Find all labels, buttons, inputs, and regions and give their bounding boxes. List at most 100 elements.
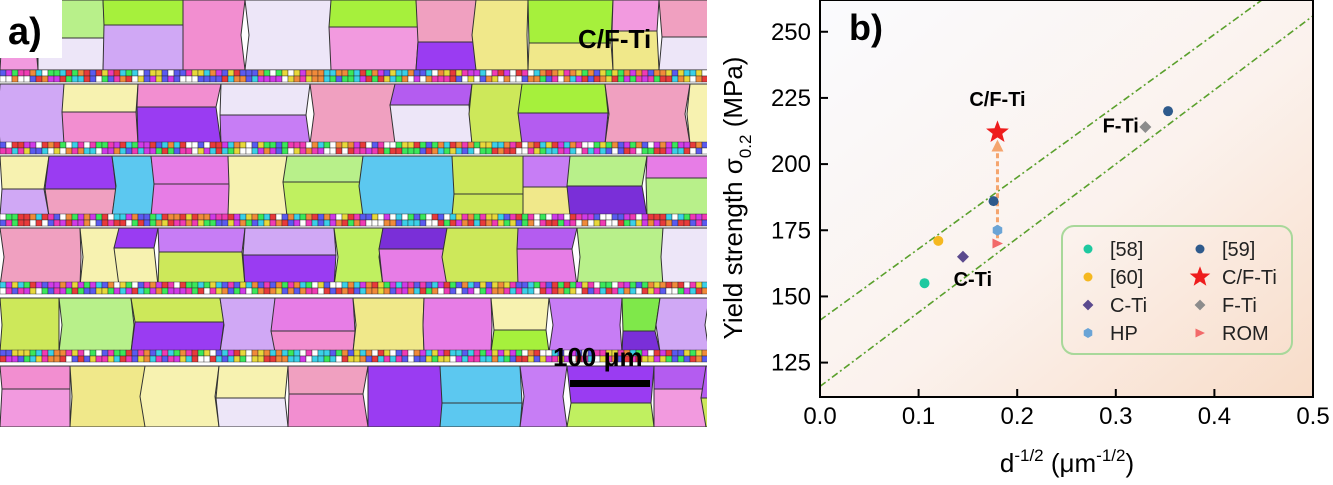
fine-grain — [635, 287, 643, 295]
fine-grain — [131, 147, 139, 155]
fine-grain — [137, 219, 145, 227]
fine-grain — [329, 355, 337, 363]
fine-grain — [41, 349, 49, 357]
fine-grain — [161, 219, 169, 227]
fine-grain — [125, 349, 133, 357]
fine-grain — [581, 213, 589, 221]
fine-grain — [113, 141, 121, 149]
fine-grain — [305, 213, 313, 221]
fine-grain — [659, 147, 667, 155]
fine-grain — [203, 213, 211, 221]
fine-grain — [569, 281, 577, 289]
fine-grain — [683, 287, 691, 295]
fine-grain — [371, 355, 379, 363]
fine-grain — [683, 141, 691, 149]
fine-grain — [443, 355, 451, 363]
fine-grain — [419, 141, 427, 149]
fine-grain — [449, 147, 457, 155]
fine-grain — [239, 75, 247, 83]
fine-grain — [569, 147, 577, 155]
fine-grain — [257, 349, 265, 357]
fine-grain — [305, 349, 313, 357]
fine-grain — [659, 287, 667, 295]
fine-grain — [353, 213, 361, 221]
fine-grain — [83, 141, 91, 149]
fine-grain — [305, 355, 313, 363]
fine-grain — [437, 213, 445, 221]
grain — [604, 83, 691, 145]
fine-grain — [461, 75, 469, 83]
fine-grain — [593, 147, 601, 155]
fine-grain — [503, 147, 511, 155]
fine-grain — [461, 287, 469, 295]
fine-grain — [377, 69, 385, 77]
fine-grain — [455, 147, 463, 155]
fine-grain — [101, 147, 109, 155]
fine-grain — [587, 69, 595, 77]
fine-grain — [557, 75, 565, 83]
fine-grain — [581, 75, 589, 83]
fine-grain — [125, 281, 133, 289]
fine-grain — [167, 349, 175, 357]
fine-grain — [665, 349, 673, 357]
fine-grain — [431, 287, 439, 295]
fine-grain — [551, 213, 559, 221]
fine-grain — [557, 219, 565, 227]
fine-grain — [683, 75, 691, 83]
fine-grain — [143, 147, 151, 155]
fine-grain — [311, 75, 319, 83]
fine-grain — [473, 219, 481, 227]
fine-grain — [59, 213, 67, 221]
fine-grain — [311, 287, 319, 295]
fine-grain — [107, 281, 115, 289]
fine-grain — [203, 219, 211, 227]
fine-grain — [107, 349, 115, 357]
plot-frame — [819, 0, 1314, 398]
fine-grain — [617, 69, 625, 77]
fine-grain — [239, 349, 247, 357]
fine-grain — [377, 141, 385, 149]
fine-grain — [83, 219, 91, 227]
fine-grain — [383, 349, 391, 357]
fine-grain — [395, 281, 403, 289]
fine-grain — [653, 69, 661, 77]
fine-grain — [77, 287, 85, 295]
fine-grain — [23, 147, 31, 155]
fine-grain — [425, 141, 433, 149]
fine-grain — [395, 69, 403, 77]
fine-grain — [665, 69, 673, 77]
fine-grain — [215, 69, 223, 77]
fine-grain — [437, 147, 445, 155]
fine-grain — [407, 219, 415, 227]
fine-grain — [11, 355, 19, 363]
fine-grain — [479, 349, 487, 357]
fine-grain — [383, 287, 391, 295]
fine-grain — [185, 69, 193, 77]
fine-grain — [101, 213, 109, 221]
fine-grain — [215, 349, 223, 357]
fine-grain — [275, 287, 283, 295]
fine-grain — [689, 75, 697, 83]
fine-grain — [59, 75, 67, 83]
x-axis-label-close: ) — [1125, 448, 1134, 478]
fine-grain — [683, 219, 691, 227]
fine-grain — [221, 281, 229, 289]
fine-grain — [287, 141, 295, 149]
fine-grain — [71, 349, 79, 357]
fine-grain — [191, 213, 199, 221]
grain — [0, 188, 50, 217]
fine-grain — [347, 281, 355, 289]
fine-grain — [305, 75, 313, 83]
fine-grain — [455, 69, 463, 77]
grain — [468, 83, 524, 145]
fine-grain — [593, 281, 601, 289]
y-axis-label-main: Yield strength σ — [718, 158, 748, 339]
fine-grain — [5, 219, 13, 227]
fine-grain — [353, 219, 361, 227]
fine-grain — [401, 213, 409, 221]
fine-grain — [353, 287, 361, 295]
fine-grain — [617, 219, 625, 227]
fine-grain — [155, 287, 163, 295]
fine-grain — [281, 355, 289, 363]
fine-grain — [605, 213, 613, 221]
